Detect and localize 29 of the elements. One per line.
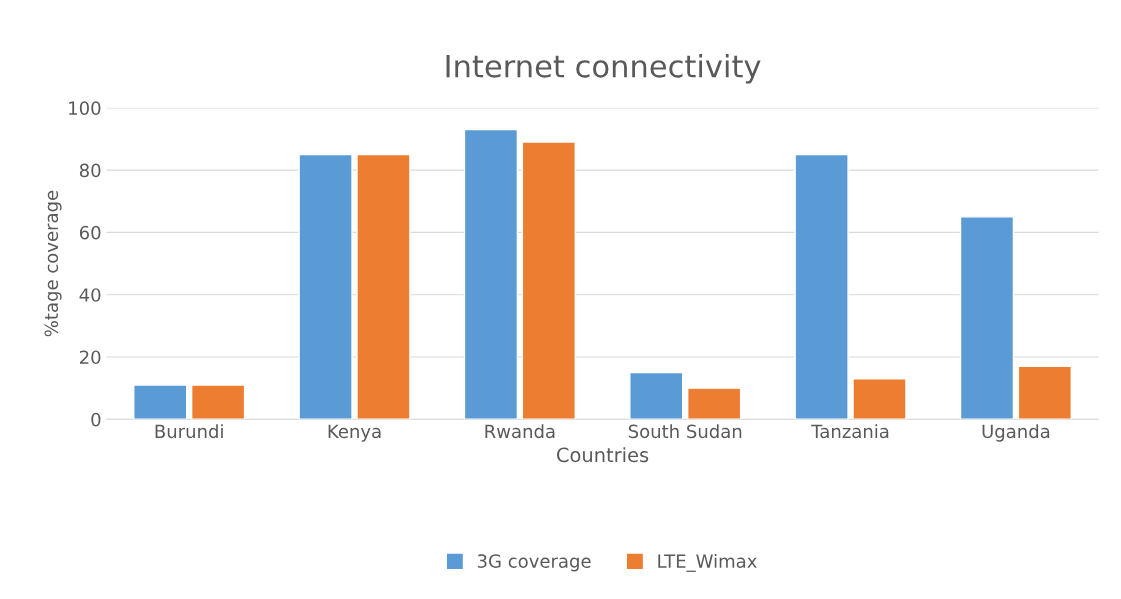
bar (794, 153, 849, 420)
bar (463, 128, 519, 420)
y-tick-label: 0 (91, 412, 101, 427)
bar (298, 153, 353, 420)
y-tick-label: 100 (69, 101, 101, 115)
bar (686, 387, 742, 420)
x-axis-title: Countries (557, 447, 649, 463)
bar (959, 216, 1015, 420)
x-tick-label: Tanzania (811, 424, 889, 439)
y-axis-title: %tage coverage (44, 190, 62, 337)
bar (852, 378, 907, 420)
bar (521, 141, 576, 420)
bar (629, 371, 684, 420)
y-tick-label: 40 (79, 288, 101, 302)
bar (190, 384, 246, 420)
bar (356, 153, 411, 420)
legend-label: 3G coverage (477, 554, 591, 572)
y-tick-label: 80 (79, 163, 101, 178)
y-tick-label: 60 (79, 225, 101, 240)
bar (1017, 365, 1072, 420)
legend-label: LTE_Wimax (658, 553, 757, 572)
x-tick-label: South Sudan (628, 424, 742, 439)
y-tick-label: 20 (79, 350, 101, 365)
x-tick-label: Uganda (982, 424, 1050, 442)
x-tick-label: Burundi (155, 424, 223, 439)
x-tick-label: Rwanda (485, 424, 555, 439)
chart-title: Internet connectivity (446, 54, 761, 84)
x-tick-label: Kenya (328, 424, 381, 442)
bar (133, 384, 188, 420)
